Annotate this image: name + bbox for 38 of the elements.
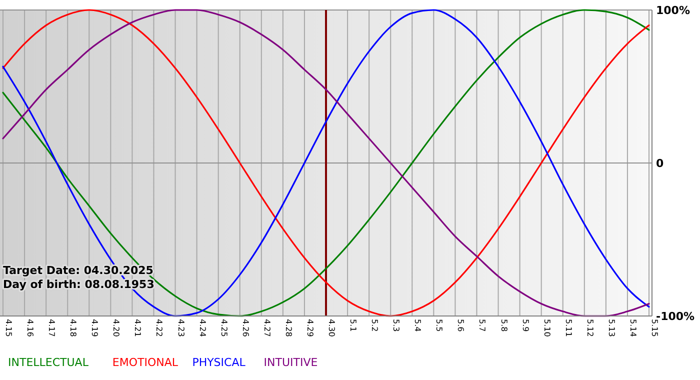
- x-tick-label: 4.17: [47, 319, 56, 337]
- text: EMOTIONAL: [112, 356, 179, 369]
- x-tick-label: 4.19: [90, 319, 100, 337]
- line-series: [2, 9, 650, 317]
- x-tick-label: 5.9: [520, 319, 530, 332]
- x-tick-label: 5.11: [564, 319, 573, 337]
- x-tick-label: 5.14: [628, 319, 638, 337]
- x-tick-label: 5.4: [413, 319, 422, 332]
- x-tick-label: 4.23: [176, 319, 186, 337]
- text: INTUITIVE: [264, 356, 318, 369]
- text: PHYSICAL: [192, 356, 246, 369]
- x-tick-label: 5.8: [499, 319, 508, 332]
- x-tick-label: 4.30: [327, 319, 336, 337]
- x-tick-label: 5.15: [650, 319, 659, 337]
- x-tick-label: 5.13: [606, 319, 616, 337]
- x-tick-label: 5.12: [585, 319, 594, 337]
- x-tick-label: 4.26: [240, 319, 250, 337]
- x-tick-label: 4.29: [305, 319, 314, 337]
- x-tick-label: 4.16: [26, 319, 35, 337]
- x-tick-label: 4.27: [262, 319, 272, 337]
- x-tick-label: 5.6: [456, 319, 466, 332]
- x-tick-label: 5.2: [370, 319, 380, 332]
- text: INTELLECTUAL: [8, 356, 90, 369]
- x-tick-label: 5.3: [392, 319, 401, 332]
- x-tick-label: 5.10: [542, 319, 552, 337]
- x-tick-label: 4.24: [198, 319, 207, 337]
- x-tick-label: 4.28: [284, 319, 293, 337]
- x-tick-label: 4.22: [154, 319, 164, 337]
- x-tick-label: 5.5: [434, 319, 444, 332]
- x-tick-label: 4.20: [112, 319, 121, 337]
- y-tick-label: 0: [656, 156, 664, 170]
- x-tick-label: 5.7: [478, 319, 487, 332]
- x-tick-label: 5.1: [348, 319, 358, 332]
- x-tick-label: 4.25: [219, 319, 228, 337]
- y-tick-label: 100%: [656, 4, 690, 17]
- x-tick-label: 4.18: [68, 319, 78, 337]
- x-tick-label: 4.21: [133, 319, 142, 337]
- x-tick-label: 4.15: [4, 319, 13, 337]
